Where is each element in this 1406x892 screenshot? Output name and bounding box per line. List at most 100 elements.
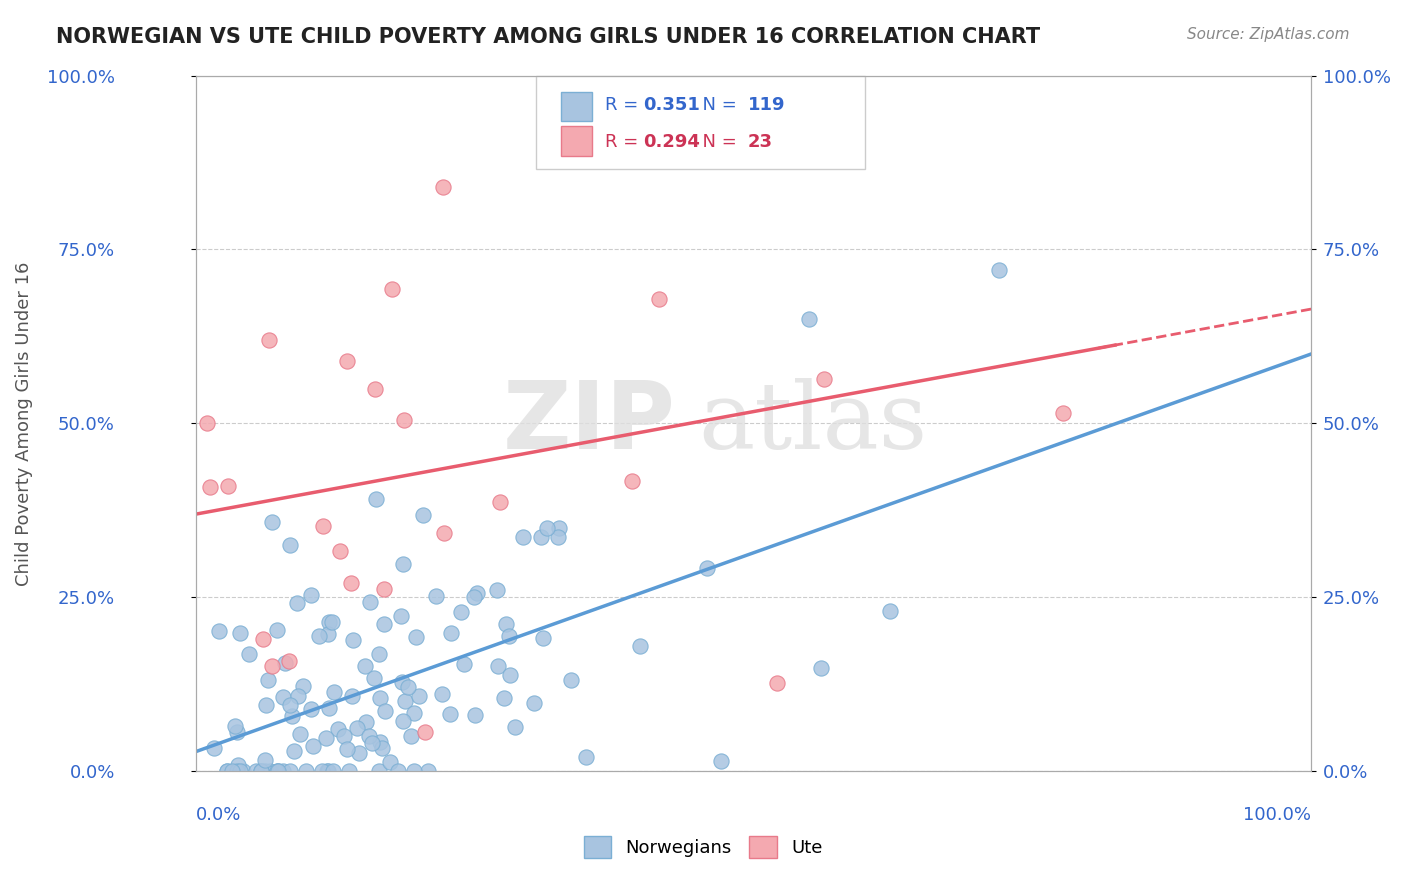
Point xyxy=(217,479,239,493)
Point xyxy=(254,698,277,712)
Point xyxy=(316,764,339,779)
Point xyxy=(329,543,352,558)
Point xyxy=(266,764,288,779)
Point xyxy=(464,708,486,723)
Point xyxy=(363,383,385,397)
Point xyxy=(299,588,322,602)
Point xyxy=(271,690,294,705)
Point xyxy=(252,632,274,647)
Point xyxy=(224,719,246,733)
Point xyxy=(418,764,440,779)
Point xyxy=(412,508,434,523)
Point xyxy=(322,685,344,699)
Point xyxy=(318,701,340,715)
Point xyxy=(359,595,381,609)
Point xyxy=(267,764,290,779)
Point xyxy=(463,591,485,605)
Point xyxy=(340,689,363,703)
Text: 0.351: 0.351 xyxy=(644,96,700,114)
Point xyxy=(489,494,512,508)
Point xyxy=(378,756,401,770)
Point xyxy=(439,625,461,640)
Point xyxy=(260,659,283,673)
Point xyxy=(766,676,789,690)
Point xyxy=(226,757,249,772)
Point xyxy=(381,282,404,296)
Point xyxy=(499,668,522,682)
Point xyxy=(257,673,280,687)
Point xyxy=(368,647,391,661)
Point xyxy=(620,474,643,488)
FancyBboxPatch shape xyxy=(536,76,865,169)
Point xyxy=(322,764,344,779)
Point xyxy=(347,746,370,760)
Point xyxy=(408,690,430,704)
Point xyxy=(274,656,297,670)
Point xyxy=(342,632,364,647)
Point xyxy=(198,480,221,494)
Point xyxy=(312,519,335,533)
Point xyxy=(257,333,280,347)
Text: NORWEGIAN VS UTE CHILD POVERTY AMONG GIRLS UNDER 16 CORRELATION CHART: NORWEGIAN VS UTE CHILD POVERTY AMONG GIR… xyxy=(56,27,1040,46)
Point xyxy=(267,764,290,779)
Point xyxy=(485,582,508,597)
Point xyxy=(696,561,718,575)
Point xyxy=(402,706,425,721)
Point xyxy=(226,764,249,779)
Point xyxy=(271,764,294,779)
Point xyxy=(405,630,427,644)
Text: 0.0%: 0.0% xyxy=(197,806,242,824)
Point xyxy=(494,690,516,705)
Point xyxy=(292,679,315,693)
Point xyxy=(450,605,472,619)
Point xyxy=(531,631,554,645)
Point xyxy=(299,702,322,716)
Point xyxy=(465,586,488,600)
Point xyxy=(361,735,384,749)
Point xyxy=(208,624,231,638)
Point xyxy=(315,764,337,779)
Point xyxy=(321,615,343,630)
Point xyxy=(503,720,526,734)
Point xyxy=(810,661,832,675)
Point xyxy=(294,764,316,779)
FancyBboxPatch shape xyxy=(561,127,592,155)
Point xyxy=(392,557,415,571)
Point xyxy=(391,675,413,690)
Point xyxy=(311,764,333,779)
Point xyxy=(308,629,330,643)
Point xyxy=(648,293,671,307)
Point xyxy=(346,721,368,735)
Point xyxy=(413,725,436,739)
Point xyxy=(404,764,426,779)
Point xyxy=(389,608,412,623)
Point xyxy=(1052,405,1074,419)
Point xyxy=(229,764,252,779)
Text: Source: ZipAtlas.com: Source: ZipAtlas.com xyxy=(1187,27,1350,42)
Point xyxy=(529,530,551,544)
Point xyxy=(433,526,456,541)
Point xyxy=(280,698,302,713)
Point xyxy=(302,739,325,753)
Point xyxy=(368,735,391,749)
Point xyxy=(285,596,308,610)
Point xyxy=(560,673,582,687)
Point xyxy=(373,582,395,597)
Point xyxy=(318,627,340,641)
Point xyxy=(266,624,288,638)
Legend: Norwegians, Ute: Norwegians, Ute xyxy=(576,829,830,865)
Point xyxy=(879,604,901,618)
Point xyxy=(195,417,218,431)
Point xyxy=(232,764,254,779)
Point xyxy=(391,714,413,728)
Point xyxy=(354,714,377,729)
Text: R =: R = xyxy=(606,96,644,114)
Point xyxy=(799,312,821,326)
Point xyxy=(359,729,381,743)
Point xyxy=(394,694,416,708)
Point xyxy=(399,730,422,744)
Point xyxy=(547,530,569,544)
Point xyxy=(396,680,419,694)
Text: atlas: atlas xyxy=(697,378,927,468)
Point xyxy=(217,764,239,779)
